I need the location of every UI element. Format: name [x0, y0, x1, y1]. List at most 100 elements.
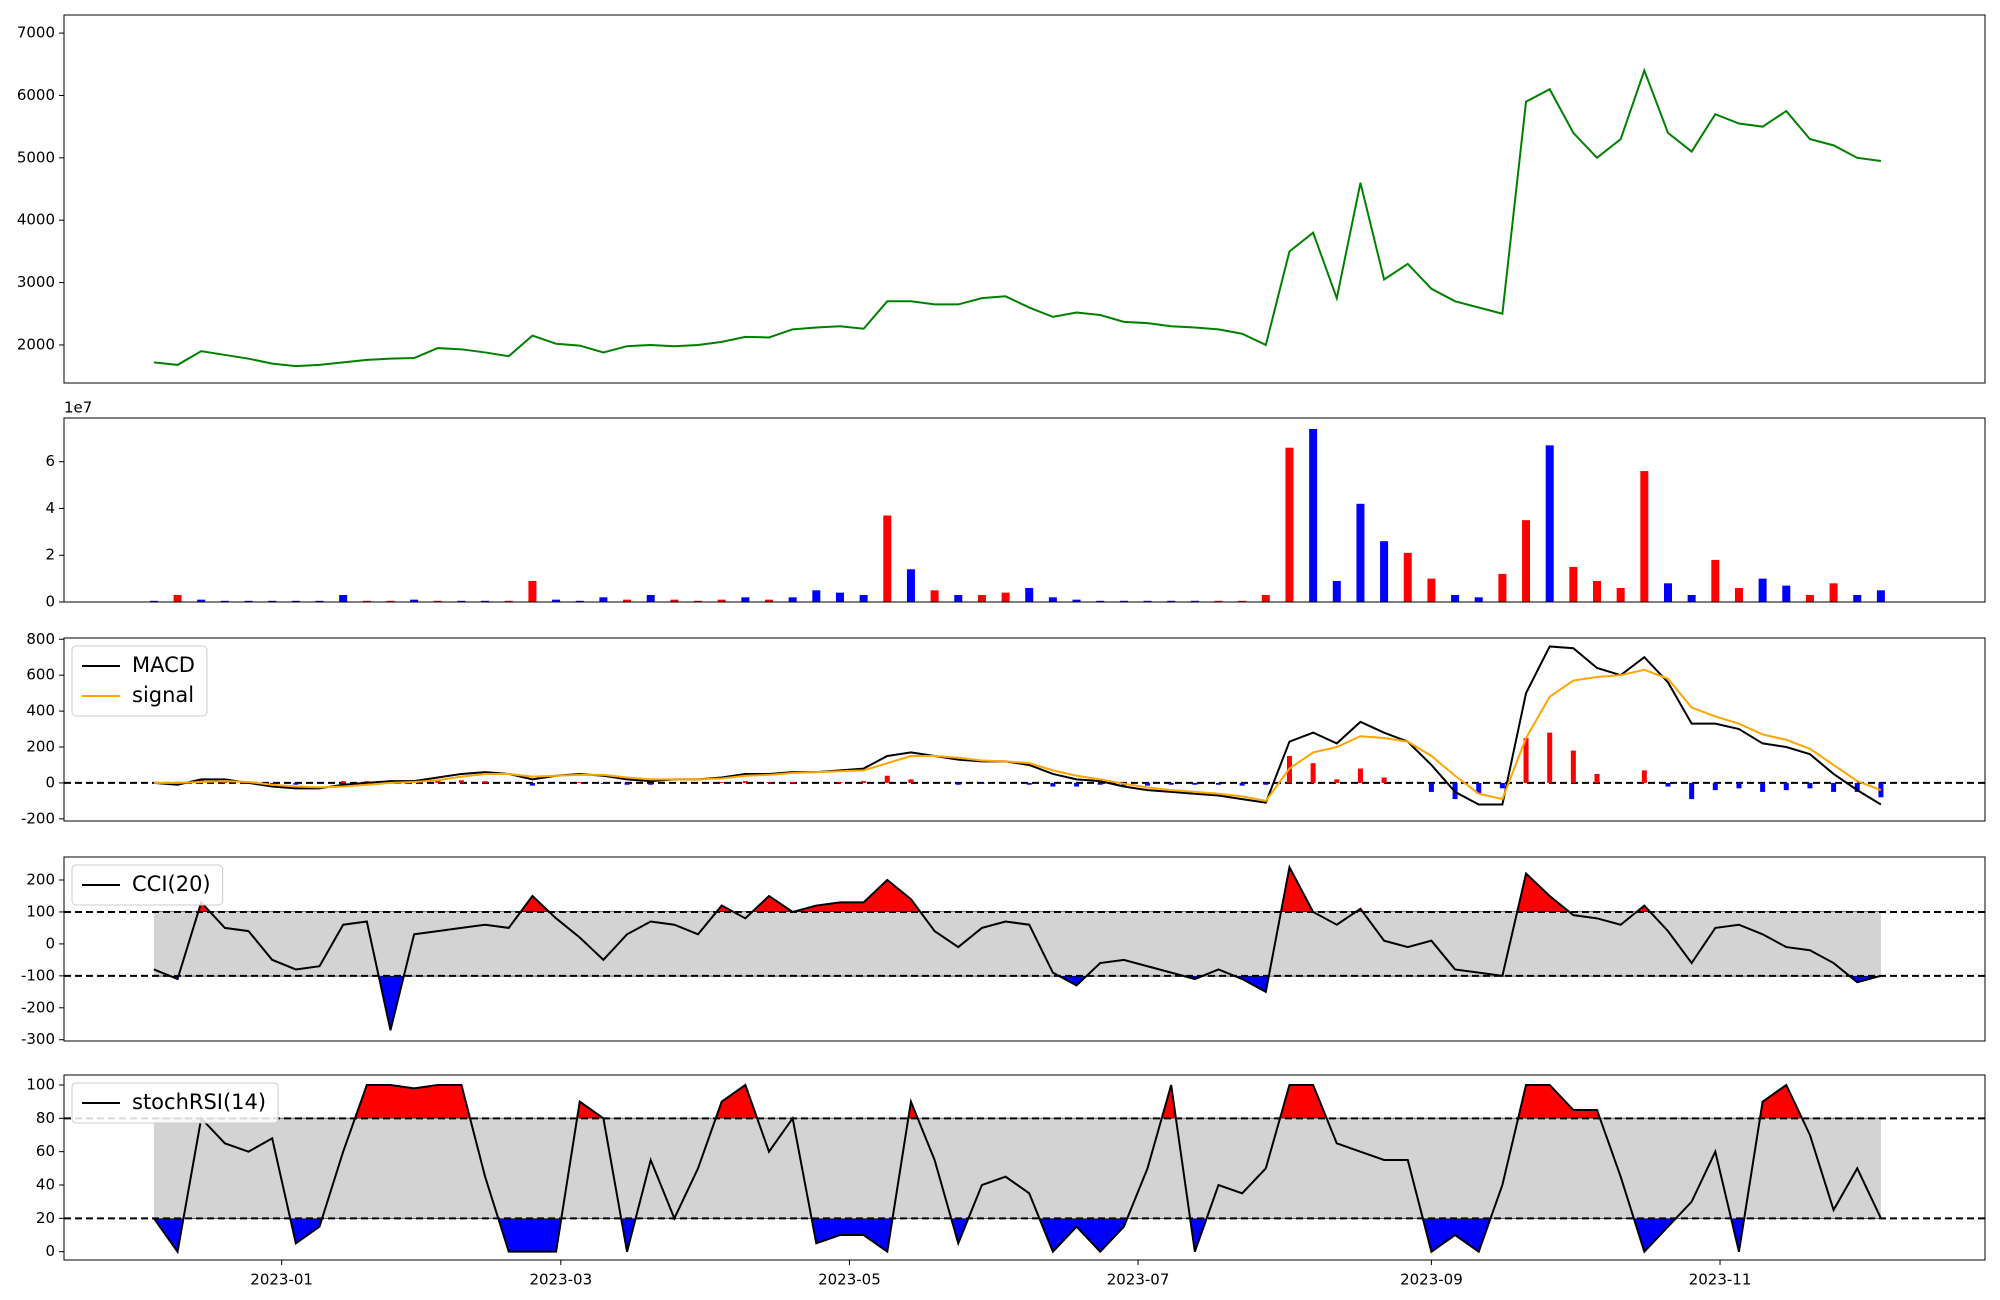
volume-bar — [1096, 600, 1105, 602]
y-tick-label: 80 — [36, 1109, 55, 1127]
hist-bar — [1215, 782, 1221, 785]
x-tick-label: 2023-05 — [818, 1271, 881, 1289]
volume-bar — [1758, 578, 1767, 602]
volume-bar — [1072, 599, 1081, 602]
volume-bar — [741, 597, 750, 602]
volume-bar — [883, 515, 892, 602]
volume-bar — [977, 594, 986, 602]
volume-bar — [1616, 587, 1625, 602]
hist-bar — [1026, 782, 1032, 785]
legend-label: CCI(20) — [132, 872, 211, 896]
hist-bar — [1050, 782, 1056, 787]
y-tick-label: -100 — [21, 966, 55, 984]
hist-bar — [293, 782, 299, 785]
hist-bar — [1854, 782, 1860, 792]
hist-bar — [766, 782, 772, 783]
y-tick-label: 4000 — [17, 211, 55, 229]
volume-bar — [812, 590, 821, 602]
y-tick-label: 6000 — [17, 86, 55, 104]
volume-bar — [1640, 471, 1649, 602]
volume-bar — [1829, 583, 1838, 602]
volume-bar — [1853, 594, 1862, 602]
hist-bar — [1476, 782, 1482, 794]
volume-bar — [339, 594, 348, 602]
hist-bar — [742, 781, 748, 783]
volume-bar — [1451, 594, 1460, 602]
volume-bar — [1261, 594, 1270, 602]
volume-bar — [1143, 600, 1152, 602]
y-tick-label: 0 — [45, 934, 55, 952]
axes-frame — [63, 417, 1986, 603]
hist-bar — [1428, 782, 1434, 792]
volume-bar — [1309, 428, 1318, 602]
hist-bar — [1570, 750, 1576, 783]
y-tick-label: 6 — [45, 452, 55, 470]
volume-bar — [1167, 600, 1176, 602]
axes-frame — [63, 637, 1986, 822]
volume-bar — [1048, 597, 1057, 602]
hist-bar — [1523, 738, 1529, 783]
y-tick-label: -300 — [21, 1030, 55, 1048]
hist-bar — [1712, 782, 1718, 791]
y-tick-label: 100 — [26, 902, 55, 920]
volume-bar — [835, 592, 844, 602]
hist-bar — [837, 782, 843, 783]
legend-box — [71, 645, 208, 717]
hist-bar — [1239, 782, 1245, 786]
volume-bar — [362, 600, 371, 602]
volume-bar — [197, 599, 206, 602]
hist-bar — [435, 780, 441, 783]
volume-bar — [1805, 594, 1814, 602]
fill-upper — [153, 865, 1882, 912]
volume-bar — [1663, 583, 1672, 602]
volume-bar — [1380, 541, 1389, 602]
volume-bar — [1569, 566, 1578, 602]
hist-bar — [1334, 779, 1340, 783]
volume-bar — [1687, 594, 1696, 602]
axes-frame — [63, 1074, 1986, 1261]
volume-bar — [457, 600, 466, 602]
hist-bar — [955, 782, 961, 785]
y-tick-label: 0 — [45, 773, 55, 791]
y-tick-label: 0 — [45, 1242, 55, 1260]
legend-box — [71, 1082, 279, 1124]
legend-label: stochRSI(14) — [132, 1090, 266, 1114]
hist-bar — [648, 782, 654, 785]
y-tick-label: 200 — [26, 871, 55, 889]
volume-bar — [268, 600, 277, 602]
volume-bar — [220, 600, 229, 602]
y-tick-label: 600 — [26, 666, 55, 684]
hist-bar — [317, 782, 323, 784]
y-tick-label: 3000 — [17, 273, 55, 291]
volume-bar — [646, 594, 655, 602]
volume-bar — [1782, 585, 1791, 602]
y-tick-label: 800 — [26, 630, 55, 648]
volume-bar — [599, 597, 608, 602]
y-tick-label: 400 — [26, 702, 55, 720]
hist-bar — [1499, 782, 1505, 789]
volume-bar — [1403, 552, 1412, 602]
volume-bar — [1214, 600, 1223, 602]
series-line — [153, 645, 1882, 806]
volume-bar — [930, 590, 939, 602]
legend-label: signal — [132, 683, 194, 707]
volume-bar — [717, 599, 726, 602]
volume-bar — [291, 600, 300, 602]
hist-bar — [1689, 782, 1695, 800]
band — [153, 1118, 1881, 1219]
axes-frame — [63, 856, 1986, 1042]
volume-bar — [433, 600, 442, 602]
series-line — [153, 1083, 1882, 1255]
y-tick-label: -200 — [21, 998, 55, 1016]
hist-bar — [719, 782, 725, 783]
hist-bar — [1665, 782, 1671, 787]
y-tick-label: 20 — [36, 1209, 55, 1227]
volume-bar — [173, 594, 182, 602]
volume-bar — [694, 600, 703, 602]
volume-bar — [149, 600, 158, 602]
x-tick-label: 2023-09 — [1400, 1271, 1463, 1289]
volume-bar — [1474, 597, 1483, 602]
volume-bar — [1001, 592, 1010, 602]
volume-bar — [1711, 559, 1720, 602]
